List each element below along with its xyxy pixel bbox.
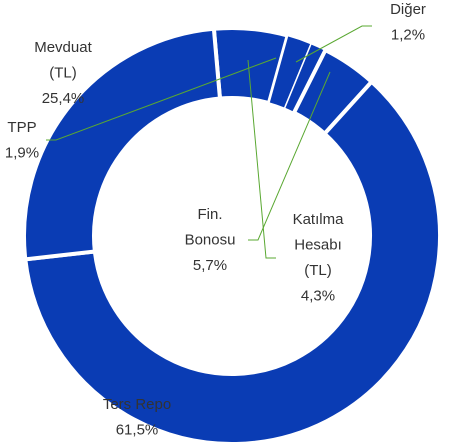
leader-line — [248, 71, 331, 241]
category-label: Mevduat (TL) — [34, 39, 92, 82]
value-label: 5,7% — [193, 257, 227, 274]
category-label: TPP — [7, 119, 36, 136]
value-label: 61,5% — [116, 421, 159, 438]
slice — [22, 26, 223, 262]
slices — [22, 26, 442, 445]
value-label: 4,3% — [301, 287, 335, 304]
label-line: Ters Repo — [103, 396, 171, 413]
leader-line — [247, 59, 276, 259]
slice — [23, 78, 442, 445]
label-line: Mevduat — [34, 39, 92, 56]
value-label: 25,4% — [42, 90, 85, 107]
label-line: Bonosu — [185, 231, 236, 248]
leader-line — [46, 57, 277, 141]
category-label: Diğer — [390, 1, 426, 18]
label-line: Katılma — [293, 211, 345, 228]
label-line: (TL) — [49, 64, 77, 81]
leader-lines — [46, 25, 372, 259]
label-line: Fin. — [197, 206, 222, 223]
category-label: Ters Repo — [103, 396, 171, 413]
value-label: 1,2% — [391, 26, 425, 43]
label-line: Diğer — [390, 1, 426, 18]
label-line: Hesabı — [294, 236, 342, 253]
value-label: 1,9% — [5, 144, 39, 161]
category-label: Katılma Hesabı (TL) — [293, 211, 345, 279]
category-label: Fin. Bonosu — [185, 206, 236, 249]
leader-line — [295, 25, 372, 63]
label-line: TPP — [7, 119, 36, 136]
label-line: (TL) — [304, 262, 332, 279]
